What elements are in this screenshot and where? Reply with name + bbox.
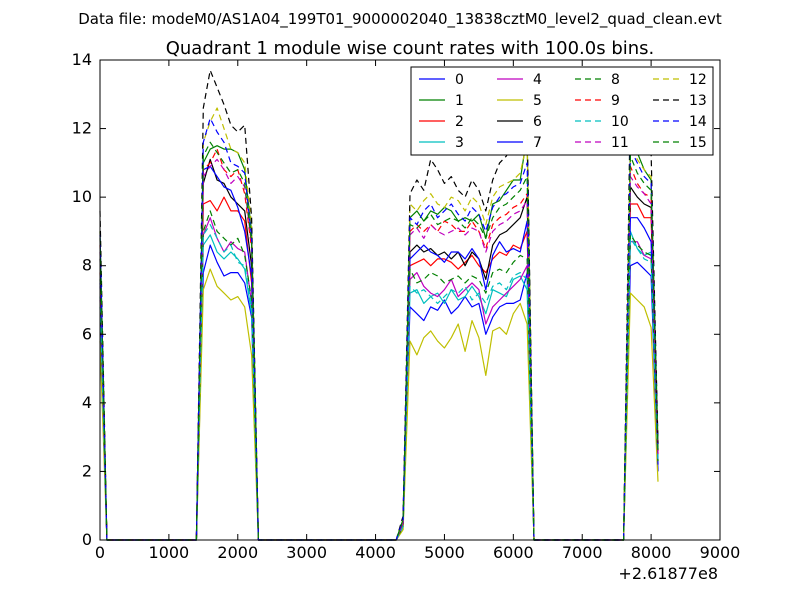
x-tick-label: 3000 [286, 543, 327, 562]
series-line-5 [99, 268, 659, 541]
series-line-10 [99, 224, 659, 541]
x-tick-label: 7000 [562, 543, 603, 562]
legend-label-0: 0 [455, 72, 464, 88]
legend-label-2: 2 [455, 114, 464, 130]
x-tick-label: 1000 [149, 543, 190, 562]
series-line-14 [99, 117, 659, 541]
y-tick-label: 14 [72, 50, 92, 69]
legend-label-8: 8 [611, 72, 620, 88]
chart-title: Quadrant 1 module wise count rates with … [166, 38, 655, 59]
legend-label-15: 15 [689, 135, 707, 151]
legend-label-14: 14 [689, 114, 707, 130]
legend-label-4: 4 [533, 72, 542, 88]
legend-label-9: 9 [611, 93, 620, 109]
x-tick-label: 4000 [355, 543, 396, 562]
x-offset-label: +2.61877e8 [618, 564, 718, 583]
x-tick-label: 5000 [424, 543, 465, 562]
legend-frame [410, 66, 714, 156]
axes-frame [99, 59, 721, 541]
series-line-1 [99, 134, 659, 541]
plot-area: 0 1000 2000 3000 4000 5000 6000 7000 8000 9000 0 2 4… [72, 50, 741, 562]
series-line-6 [99, 158, 659, 541]
legend-label-5: 5 [533, 93, 542, 109]
series-line-4 [99, 217, 659, 541]
legend-label-12: 12 [689, 72, 707, 88]
y-tick-label: 0 [82, 530, 92, 549]
y-tick-label: 12 [72, 119, 92, 138]
series-line-3 [99, 230, 659, 541]
legend-label-7: 7 [533, 135, 542, 151]
series-line-12 [99, 107, 659, 541]
series-line-7 [99, 165, 659, 541]
series-line-2 [99, 196, 659, 541]
x-tick-label: 9000 [700, 543, 741, 562]
x-tick-label: 0 [95, 543, 105, 562]
x-tick-label: 8000 [631, 543, 672, 562]
legend-label-6: 6 [533, 114, 542, 130]
legend-label-11: 11 [611, 135, 629, 151]
series-line-11 [99, 158, 659, 541]
x-tick-label: 6000 [493, 543, 534, 562]
legend-label-13: 13 [689, 93, 707, 109]
x-tick-label: 2000 [217, 543, 258, 562]
chart-suptitle: Data file: modeM0/AS1A04_199T01_90000020… [78, 10, 722, 29]
series-line-15 [99, 141, 659, 541]
series-line-9 [99, 148, 659, 541]
y-tick-label: 10 [72, 187, 92, 206]
y-tick-label: 4 [82, 393, 92, 412]
y-tick-label: 6 [82, 324, 92, 343]
series-line-0 [99, 244, 659, 541]
y-tick-label: 8 [82, 256, 92, 275]
legend-label-3: 3 [455, 135, 464, 151]
legend-label-10: 10 [611, 114, 629, 130]
series-line-8 [99, 210, 659, 541]
y-tick-label: 2 [82, 461, 92, 480]
legend-label-1: 1 [455, 93, 464, 109]
